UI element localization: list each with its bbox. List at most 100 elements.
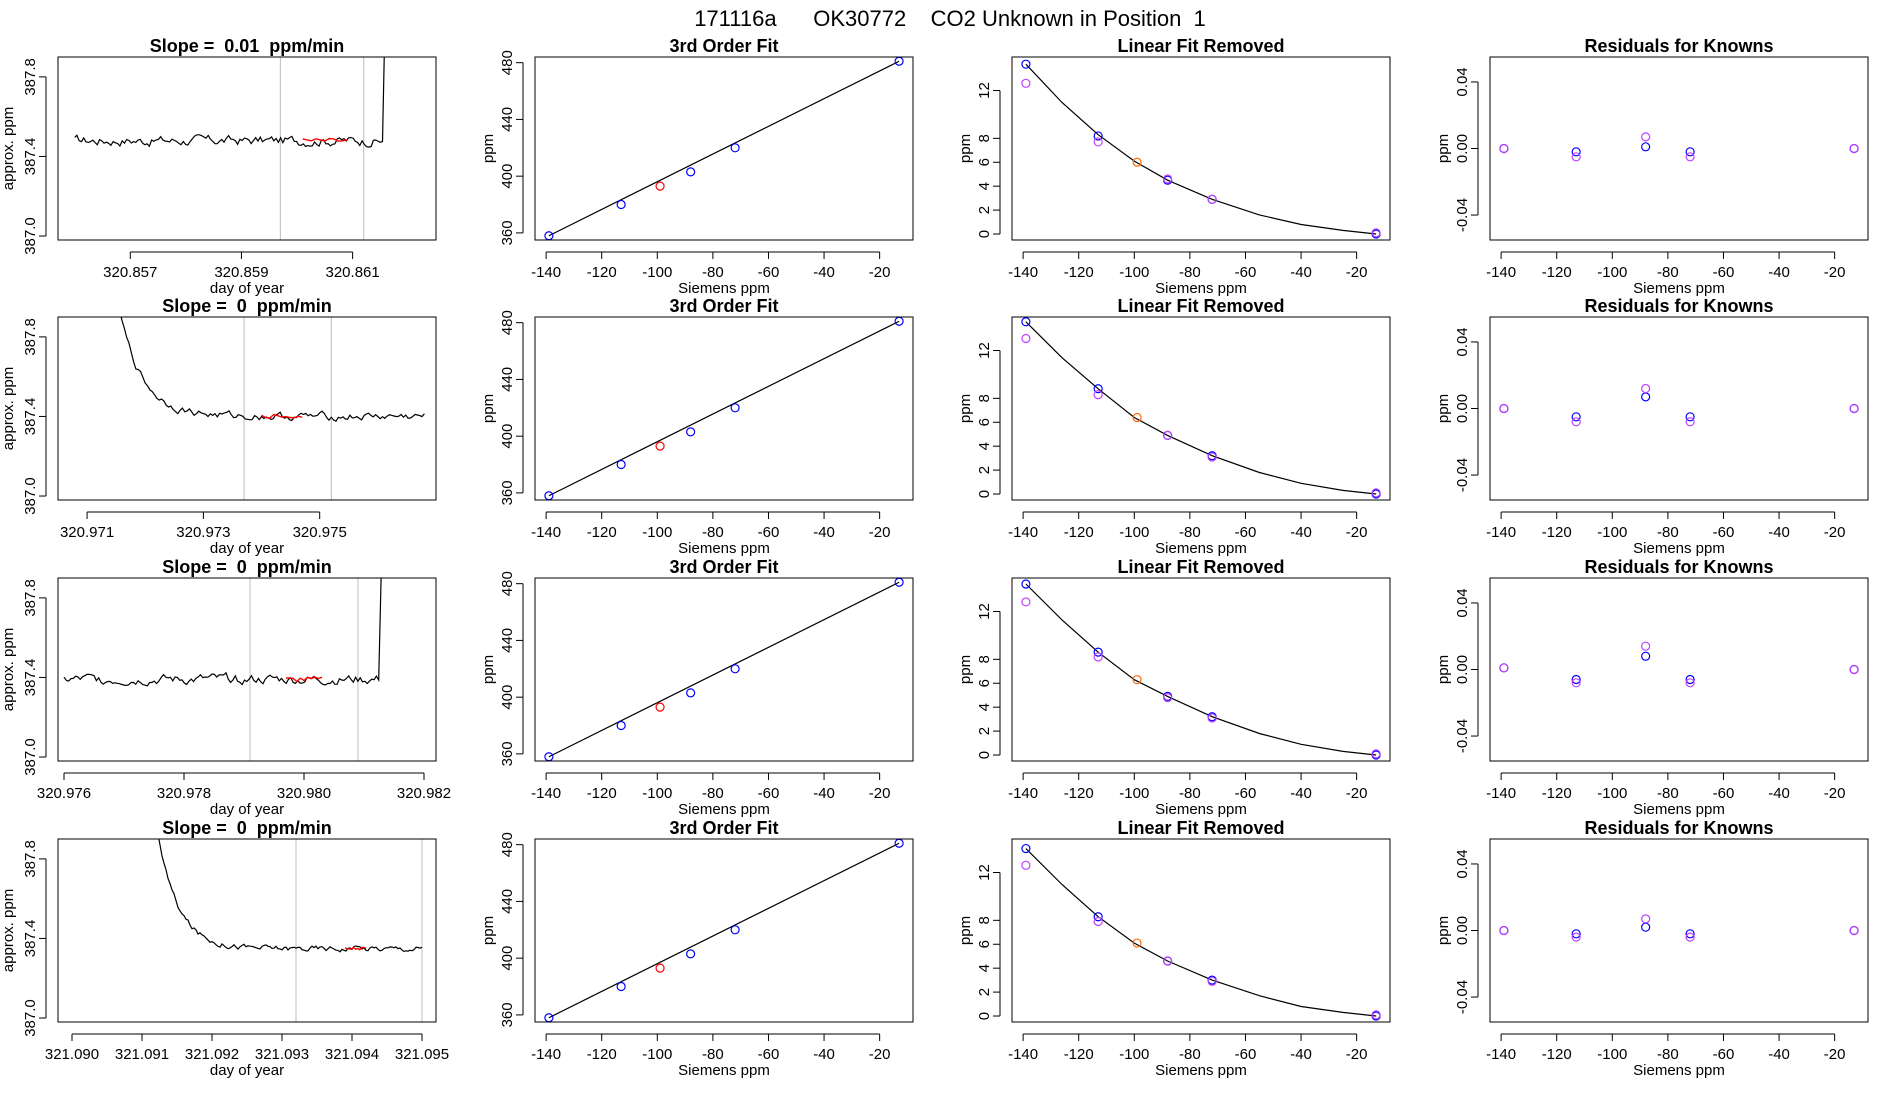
x-tick-label: 320.971: [60, 524, 114, 541]
y-tick-label: 0.00: [1454, 134, 1471, 163]
x-axis-label: day of year: [210, 540, 284, 557]
chart-title: 3rd Order Fit: [669, 557, 778, 577]
data-point: [655, 181, 665, 191]
chart-panel-r3c4: Residuals for Knowns -140 -120 -100 -80 -60 -4…: [1435, 557, 1869, 818]
data-point: [686, 427, 696, 437]
plot-area: [74, 57, 385, 240]
data-point: [1571, 932, 1581, 942]
y-tick-label: 6: [976, 940, 993, 948]
x-axis-label: Siemens ppm: [1155, 280, 1247, 297]
y-axis-label: ppm: [480, 916, 497, 945]
y-tick-label: -0.04: [1454, 980, 1471, 1014]
x-tick-label: -40: [1768, 1046, 1790, 1063]
y-axis: 360 400 440 480 ppm: [480, 310, 524, 505]
y-axis-label: approx. ppm: [0, 889, 17, 972]
x-tick-label: -140: [1486, 785, 1516, 802]
x-tick-label: -120: [1542, 1046, 1572, 1063]
y-tick-label: 8: [976, 916, 993, 924]
y-tick-label: 400: [499, 164, 516, 189]
y-axis-label: approx. ppm: [0, 107, 17, 190]
data-point: [730, 925, 740, 935]
data-point: [1849, 925, 1859, 936]
x-axis: -140 -120 -100 -80 -60 -40 -20 Siemens ppm: [531, 1033, 890, 1079]
y-tick-label: 6: [976, 418, 993, 426]
x-tick-label: -20: [869, 524, 891, 541]
chart-panel-r3c2: 3rd Order Fit -140 -120 -100 -80 -60 -40 -20 Sie…: [480, 557, 914, 818]
x-axis-label: Siemens ppm: [1155, 540, 1247, 557]
y-axis-label: ppm: [1435, 394, 1452, 423]
x-axis: -140 -120 -100 -80 -60 -40 -20 Siemens ppm: [1008, 511, 1368, 557]
y-tick-label: -0.04: [1454, 198, 1471, 232]
y-tick-label: 387.4: [22, 398, 39, 436]
x-tick-label: -60: [758, 524, 780, 541]
x-axis-label: Siemens ppm: [1155, 801, 1247, 818]
x-tick-label: -20: [869, 785, 891, 802]
y-axis-label: ppm: [480, 134, 497, 163]
chart-panel-r1c3: Linear Fit Removed-140 -120 -100 -80 -60 -40-…: [957, 36, 1391, 297]
data-point: [1371, 488, 1381, 498]
plot-frame: [1489, 56, 1869, 241]
x-tick-label: -20: [1346, 524, 1368, 541]
x-tick-label: -80: [1179, 785, 1201, 802]
y-tick-label: 4: [976, 182, 993, 190]
x-tick-label: -40: [1290, 264, 1312, 281]
data-point: [1685, 678, 1695, 688]
x-axis: 320.857 320.859 320.861 day of year: [103, 251, 380, 297]
data-point: [730, 143, 740, 153]
x-tick-label: 321.094: [325, 1046, 379, 1063]
data-point: [1849, 143, 1859, 154]
x-tick-label: 320.976: [37, 785, 91, 802]
x-axis: -140 -120 -100 -80 -60 -40 -20 Siemens ppm: [1486, 511, 1845, 557]
chart-panel-r1c2: 3rd Order Fit -140 -120 -100 -80 -60 -40 -20 Sie…: [480, 36, 914, 297]
y-axis-label: approx. ppm: [0, 367, 17, 450]
data-point: [1021, 317, 1031, 327]
data-point: [1093, 916, 1103, 927]
plot-frame: [1011, 577, 1391, 762]
x-tick-label: -60: [1713, 264, 1735, 281]
y-tick-label: 8: [976, 655, 993, 663]
plot-frame: [1011, 838, 1391, 1023]
x-tick-label: -140: [1486, 524, 1516, 541]
x-tick-label: -140: [1008, 1046, 1038, 1063]
y-axis: 387.0 387.4 387.8 approx. ppm: [0, 840, 47, 1037]
plot-area: [120, 317, 425, 500]
x-tick-label: -120: [587, 524, 617, 541]
plot-area: [1021, 579, 1381, 760]
y-tick-label: 387.0: [22, 999, 39, 1037]
x-axis-label: Siemens ppm: [678, 280, 770, 297]
x-tick-label: -40: [1768, 785, 1790, 802]
plot-area: [544, 578, 904, 761]
data-point: [730, 403, 740, 413]
data-point: [1499, 925, 1509, 936]
x-tick-label: 320.982: [397, 785, 451, 802]
plot-frame: [57, 838, 437, 1023]
highlight-segment: [344, 946, 367, 951]
data-point: [1685, 932, 1695, 942]
x-tick-label: -120: [1064, 264, 1094, 281]
y-tick-label: 387.8: [22, 579, 39, 617]
data-point: [1021, 333, 1031, 344]
data-point: [1571, 674, 1581, 685]
x-tick-label: -100: [1119, 264, 1149, 281]
y-axis-label: ppm: [480, 394, 497, 423]
y-tick-label: 8: [976, 394, 993, 402]
x-tick-label: -140: [1008, 785, 1038, 802]
x-tick-label: 320.975: [293, 524, 347, 541]
y-tick-label: 0.04: [1454, 849, 1471, 878]
data-point: [1499, 663, 1509, 673]
y-tick-label: 387.0: [22, 477, 39, 515]
x-tick-label: -100: [1597, 1046, 1627, 1063]
x-tick-label: 320.980: [277, 785, 331, 802]
x-axis: -140 -120 -100 -80 -60 -40 -20 Siemens ppm: [1008, 251, 1367, 297]
data-point: [1499, 143, 1509, 154]
y-axis-label: ppm: [957, 394, 974, 423]
data-point: [1093, 912, 1103, 922]
data-point: [1093, 390, 1103, 400]
y-tick-label: 0: [976, 1012, 993, 1020]
chart-title: Residuals for Knowns: [1584, 557, 1773, 577]
data-point: [1641, 383, 1651, 394]
chart-panel-r4c3: Linear Fit Removed-140 -120 -100 -80 -60 -40-…: [957, 818, 1391, 1079]
y-tick-label: 4: [976, 964, 993, 972]
x-tick-label: -20: [869, 264, 891, 281]
chart-title: Linear Fit Removed: [1117, 557, 1284, 577]
